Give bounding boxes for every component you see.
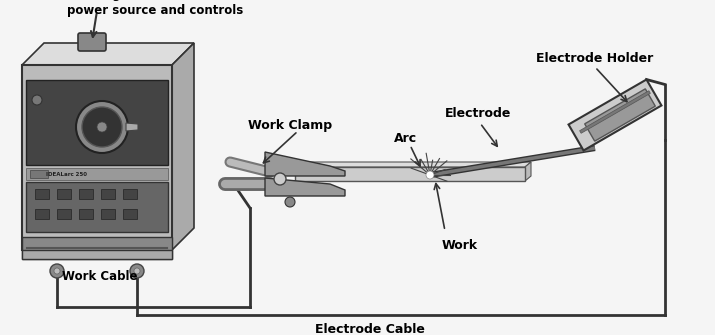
Polygon shape <box>172 43 194 250</box>
Circle shape <box>50 264 64 278</box>
Circle shape <box>76 101 128 153</box>
Polygon shape <box>126 123 138 131</box>
FancyBboxPatch shape <box>22 250 172 259</box>
FancyBboxPatch shape <box>57 209 71 219</box>
Circle shape <box>97 122 107 132</box>
Polygon shape <box>265 152 345 176</box>
Text: Electrode: Electrode <box>445 107 511 120</box>
Polygon shape <box>585 89 656 141</box>
Circle shape <box>54 268 60 274</box>
Text: Arc: Arc <box>393 132 417 145</box>
FancyBboxPatch shape <box>26 80 168 165</box>
Text: Work: Work <box>442 239 478 252</box>
Text: Electrode Cable: Electrode Cable <box>315 323 425 335</box>
Circle shape <box>285 197 295 207</box>
FancyBboxPatch shape <box>35 209 49 219</box>
Polygon shape <box>22 43 194 65</box>
Polygon shape <box>525 162 531 181</box>
FancyBboxPatch shape <box>26 168 168 180</box>
Circle shape <box>274 173 286 185</box>
FancyBboxPatch shape <box>57 189 71 199</box>
FancyBboxPatch shape <box>22 65 172 250</box>
Text: IDEALarc 250: IDEALarc 250 <box>46 172 87 177</box>
Text: Electrode Holder: Electrode Holder <box>536 52 654 65</box>
Polygon shape <box>568 79 661 150</box>
FancyBboxPatch shape <box>101 189 115 199</box>
Polygon shape <box>295 162 531 167</box>
FancyBboxPatch shape <box>30 170 48 178</box>
FancyBboxPatch shape <box>22 237 172 259</box>
FancyBboxPatch shape <box>295 167 525 181</box>
Circle shape <box>426 171 434 179</box>
Circle shape <box>32 95 42 105</box>
Text: Work Clamp: Work Clamp <box>248 119 332 132</box>
FancyBboxPatch shape <box>35 189 49 199</box>
FancyBboxPatch shape <box>26 182 168 232</box>
Circle shape <box>82 107 122 147</box>
FancyBboxPatch shape <box>79 209 93 219</box>
Text: Work Cable: Work Cable <box>62 270 137 283</box>
Text: Welding machine AC or DC
power source and controls: Welding machine AC or DC power source an… <box>67 0 243 17</box>
Circle shape <box>130 264 144 278</box>
FancyBboxPatch shape <box>79 189 93 199</box>
FancyBboxPatch shape <box>101 209 115 219</box>
FancyBboxPatch shape <box>78 33 106 51</box>
Polygon shape <box>265 178 345 196</box>
Circle shape <box>134 268 140 274</box>
Polygon shape <box>580 91 651 133</box>
FancyBboxPatch shape <box>123 189 137 199</box>
FancyBboxPatch shape <box>123 209 137 219</box>
